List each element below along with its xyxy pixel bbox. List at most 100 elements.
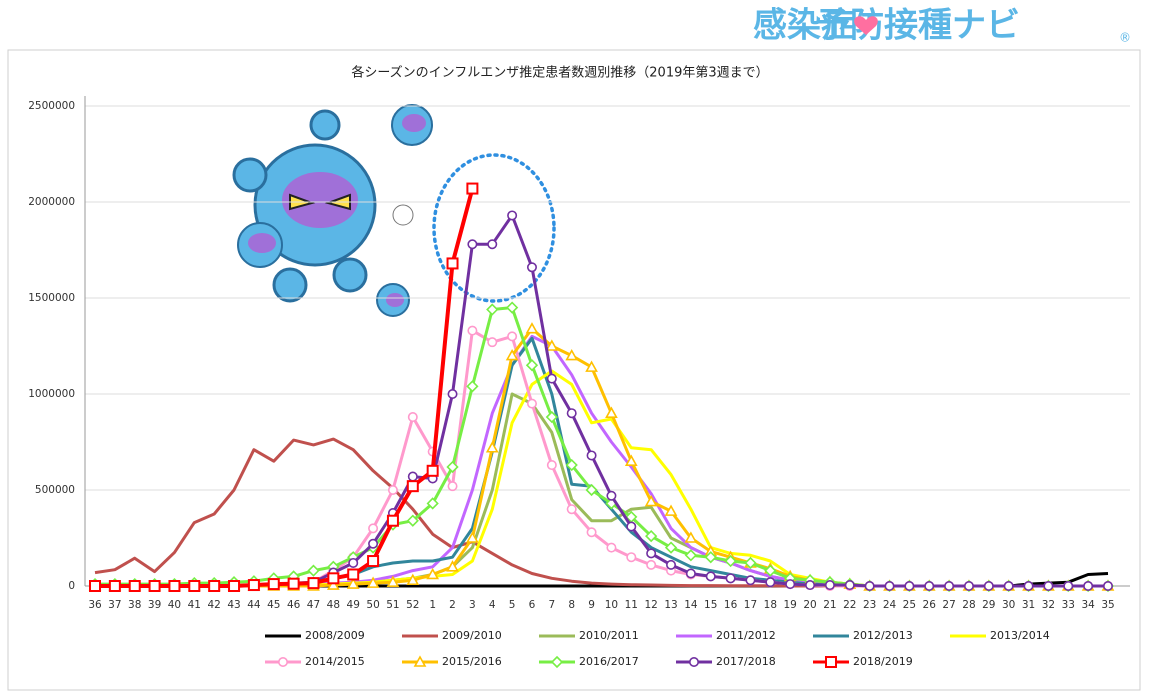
point bbox=[724, 554, 737, 568]
point bbox=[485, 441, 499, 453]
point bbox=[307, 564, 320, 577]
x-tick-label: 15 bbox=[704, 599, 717, 611]
point bbox=[785, 579, 796, 590]
point bbox=[446, 460, 459, 474]
point bbox=[247, 579, 260, 592]
point bbox=[664, 541, 678, 554]
point bbox=[507, 210, 518, 221]
point bbox=[367, 555, 380, 568]
legend-label: 2018/2019 bbox=[853, 655, 913, 668]
legend-label: 2012/2013 bbox=[853, 629, 913, 642]
series-line bbox=[95, 306, 1108, 588]
chart-title: 各シーズンのインフルエンザ推定患者数週別推移（2019年第3週まで） bbox=[351, 65, 768, 81]
point bbox=[646, 548, 657, 559]
point bbox=[368, 523, 379, 534]
x-tick-label: 7 bbox=[548, 599, 555, 611]
point bbox=[466, 380, 479, 393]
x-tick-label: 28 bbox=[962, 599, 975, 611]
point bbox=[586, 450, 597, 461]
point bbox=[705, 571, 716, 582]
point bbox=[745, 575, 756, 586]
point bbox=[407, 471, 418, 482]
point bbox=[267, 578, 280, 591]
point bbox=[386, 575, 400, 587]
series-line bbox=[94, 437, 1108, 588]
point bbox=[426, 497, 439, 510]
point bbox=[566, 408, 577, 419]
x-tick-label: 49 bbox=[347, 599, 360, 611]
point bbox=[545, 410, 558, 424]
point bbox=[406, 480, 419, 493]
point bbox=[546, 460, 557, 471]
y-tick-label: 1000000 bbox=[28, 388, 75, 400]
point bbox=[904, 580, 915, 591]
point bbox=[944, 580, 955, 591]
legend-label: 2010/2011 bbox=[579, 629, 639, 642]
point bbox=[1103, 580, 1114, 591]
point bbox=[1043, 580, 1054, 591]
point bbox=[744, 556, 757, 570]
x-tick-label: 36 bbox=[88, 599, 102, 611]
legend-label: 2013/2014 bbox=[990, 629, 1050, 642]
point bbox=[128, 580, 141, 592]
x-tick-label: 17 bbox=[744, 599, 757, 611]
point bbox=[447, 388, 458, 399]
x-tick-label: 14 bbox=[684, 599, 698, 611]
x-tick-label: 16 bbox=[724, 599, 738, 611]
point bbox=[348, 557, 359, 568]
point bbox=[565, 348, 579, 361]
chart-frame bbox=[7, 49, 1141, 691]
point bbox=[487, 337, 498, 348]
x-tick-label: 45 bbox=[267, 599, 280, 611]
legend-marker bbox=[550, 655, 564, 669]
point bbox=[685, 568, 696, 579]
point bbox=[704, 551, 717, 564]
x-tick-label: 25 bbox=[903, 599, 916, 611]
point bbox=[585, 483, 598, 497]
legend: 2008/2009 2009/2010 2010/2011 2011/2012 2012… bbox=[265, 629, 1050, 669]
point bbox=[666, 559, 677, 570]
point bbox=[606, 490, 617, 501]
point bbox=[983, 580, 994, 591]
x-tick-label: 13 bbox=[664, 599, 677, 611]
x-tick-label: 6 bbox=[529, 599, 536, 611]
x-tick-label: 35 bbox=[1101, 599, 1114, 611]
logo-mark: ® bbox=[1119, 31, 1131, 45]
x-tick-label: 46 bbox=[287, 599, 301, 611]
x-tick-label: 1 bbox=[429, 599, 436, 611]
x-tick-label: 11 bbox=[625, 599, 638, 611]
point bbox=[664, 504, 678, 516]
point bbox=[805, 580, 816, 591]
logo-part: 予防接種ナビ bbox=[816, 6, 1020, 46]
point bbox=[963, 580, 974, 591]
x-tick-label: 51 bbox=[386, 599, 399, 611]
point bbox=[168, 580, 181, 592]
legend-marker bbox=[825, 656, 837, 668]
point bbox=[1003, 580, 1014, 591]
x-tick-label: 33 bbox=[1062, 599, 1075, 611]
point bbox=[426, 567, 440, 580]
point bbox=[108, 580, 121, 592]
point bbox=[406, 514, 419, 527]
series-line bbox=[95, 213, 1108, 588]
point bbox=[525, 359, 539, 372]
x-tick-label: 32 bbox=[1042, 599, 1055, 611]
x-tick-label: 26 bbox=[923, 599, 937, 611]
point bbox=[446, 257, 459, 270]
point bbox=[446, 560, 459, 572]
x-tick-label: 10 bbox=[605, 599, 618, 611]
x-tick-label: 23 bbox=[863, 599, 876, 611]
point bbox=[505, 348, 519, 361]
x-tick-label: 20 bbox=[803, 599, 816, 611]
x-tick-label: 30 bbox=[1002, 599, 1015, 611]
x-tick-label: 21 bbox=[823, 599, 836, 611]
legend-label: 2017/2018 bbox=[716, 655, 776, 668]
point bbox=[585, 360, 598, 372]
point bbox=[644, 494, 658, 507]
logo-heart bbox=[854, 16, 878, 35]
x-tick-label: 48 bbox=[327, 599, 340, 611]
point bbox=[864, 580, 875, 591]
x-tick-label: 43 bbox=[227, 599, 240, 611]
x-tick-label: 4 bbox=[489, 599, 496, 611]
